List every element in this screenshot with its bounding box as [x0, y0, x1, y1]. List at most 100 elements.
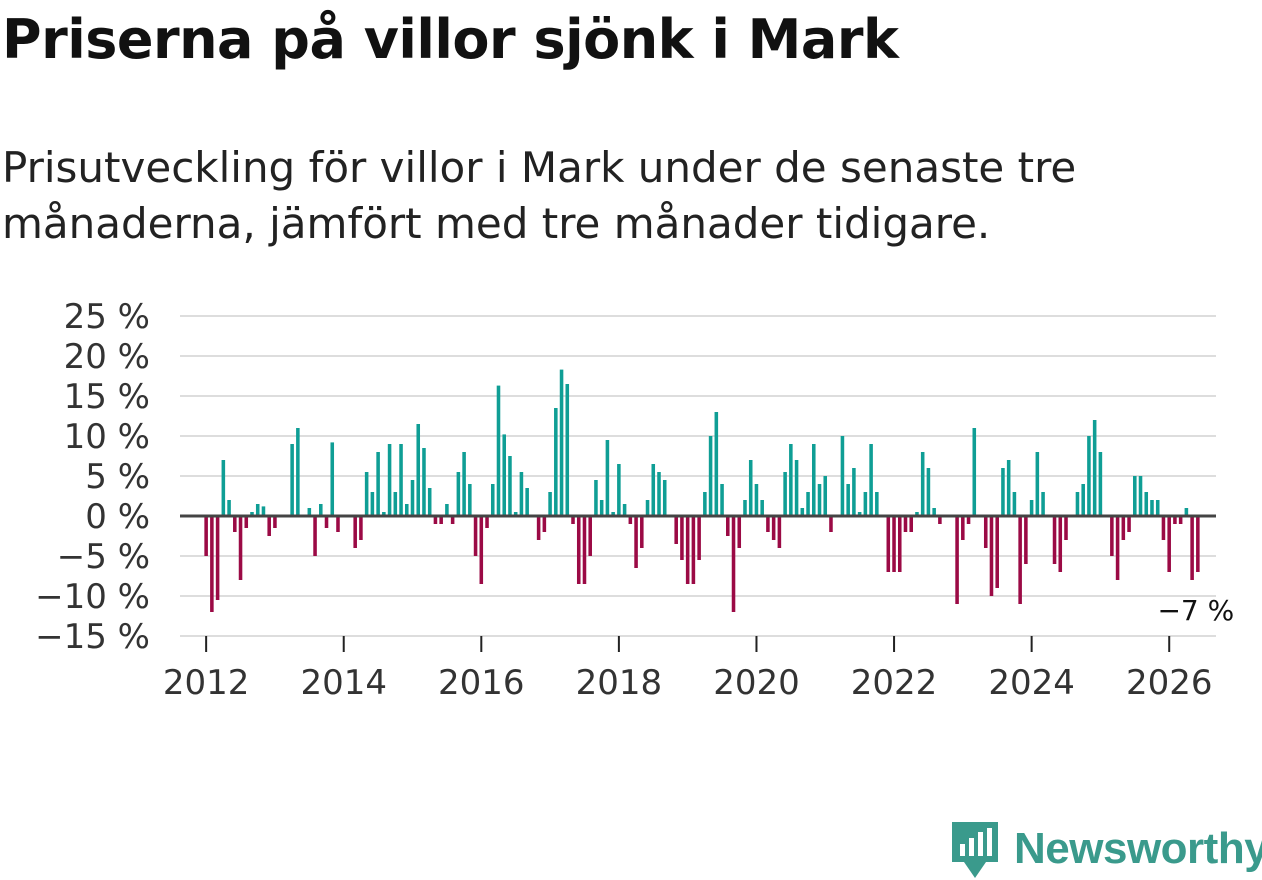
bar — [1196, 516, 1200, 572]
bar — [1064, 516, 1068, 540]
bar — [238, 516, 243, 580]
bar — [703, 492, 707, 516]
bar — [353, 516, 357, 548]
bar — [594, 480, 598, 516]
bar — [708, 436, 713, 516]
bar — [823, 476, 828, 516]
bar — [576, 516, 581, 584]
bar — [857, 512, 862, 516]
bar — [330, 442, 335, 516]
bar — [840, 436, 845, 516]
bar — [1041, 492, 1045, 516]
bar — [359, 516, 363, 540]
bar — [473, 516, 478, 556]
bar — [370, 492, 375, 516]
bar — [961, 516, 965, 540]
bar — [697, 516, 701, 560]
bar — [1018, 516, 1022, 604]
bar — [502, 434, 507, 516]
bar — [490, 484, 495, 516]
bar — [680, 516, 684, 560]
bar — [445, 504, 449, 516]
x-tick-label: 2018 — [576, 663, 663, 703]
bar — [319, 504, 323, 516]
bar — [1150, 500, 1154, 516]
bar — [324, 516, 329, 528]
bar — [1052, 516, 1057, 564]
bar — [508, 456, 512, 516]
bar — [645, 500, 650, 516]
bar — [221, 460, 226, 516]
y-tick-label: 20 % — [64, 337, 150, 377]
bar — [1035, 452, 1040, 516]
y-tick-label: −5 % — [57, 537, 150, 577]
bar — [571, 516, 575, 524]
bar — [662, 480, 667, 516]
bar — [427, 488, 432, 516]
bar — [496, 385, 501, 516]
x-tick-label: 2024 — [988, 663, 1075, 703]
bar — [599, 500, 604, 516]
bar — [760, 500, 764, 516]
y-tick-label: 25 % — [64, 297, 150, 337]
bar — [657, 472, 661, 516]
bar — [640, 516, 644, 548]
bar — [892, 516, 896, 572]
chart-subtitle: Prisutveckling för villor i Mark under d… — [2, 143, 1077, 248]
bar — [1173, 516, 1177, 524]
chart-title: Priserna på villor sjönk i Mark — [2, 8, 899, 71]
bar — [588, 516, 592, 556]
bar — [364, 472, 369, 516]
bar — [628, 516, 633, 524]
bar — [416, 424, 421, 516]
bar — [296, 428, 300, 516]
x-tick-label: 2022 — [851, 663, 938, 703]
newsworthy-logo-icon — [952, 822, 998, 878]
bar — [267, 516, 271, 536]
bar — [634, 516, 638, 568]
bar — [1058, 516, 1063, 572]
bar — [1161, 516, 1166, 540]
y-tick-label: 5 % — [85, 457, 150, 497]
brand-name: Newsworthy — [1014, 824, 1262, 873]
bar — [1087, 436, 1091, 516]
bar — [210, 516, 214, 612]
bar — [404, 504, 409, 516]
y-tick-label: −10 % — [35, 577, 150, 617]
last-value-label: −7 % — [1157, 594, 1234, 627]
bar — [817, 484, 822, 516]
bar — [1012, 492, 1017, 516]
bar — [1110, 516, 1114, 556]
x-tick-label: 2016 — [438, 663, 525, 703]
bar — [450, 516, 455, 524]
x-tick-label: 2012 — [163, 663, 250, 703]
bar — [1024, 516, 1028, 564]
bar — [456, 472, 461, 516]
bar — [422, 448, 426, 516]
bar — [554, 408, 558, 516]
bar — [903, 516, 908, 532]
bar — [1155, 500, 1160, 516]
bar — [617, 464, 621, 516]
bar — [685, 516, 690, 584]
bar — [1121, 516, 1126, 540]
x-tick-label: 2014 — [300, 663, 387, 703]
bar — [794, 460, 799, 516]
bar — [479, 516, 484, 584]
bar — [748, 460, 753, 516]
bar — [1029, 500, 1034, 516]
bar — [525, 488, 529, 516]
bar — [852, 468, 856, 516]
bar — [261, 506, 266, 516]
bar — [399, 444, 403, 516]
bar — [875, 492, 879, 516]
bar — [290, 444, 294, 516]
bar — [766, 516, 770, 532]
bar — [1178, 516, 1183, 524]
bar — [307, 508, 312, 516]
bar — [674, 516, 678, 544]
bar — [1081, 484, 1085, 516]
newsworthy-logo: Newsworthy — [950, 818, 1262, 880]
bar — [582, 516, 587, 584]
bar — [897, 516, 902, 572]
